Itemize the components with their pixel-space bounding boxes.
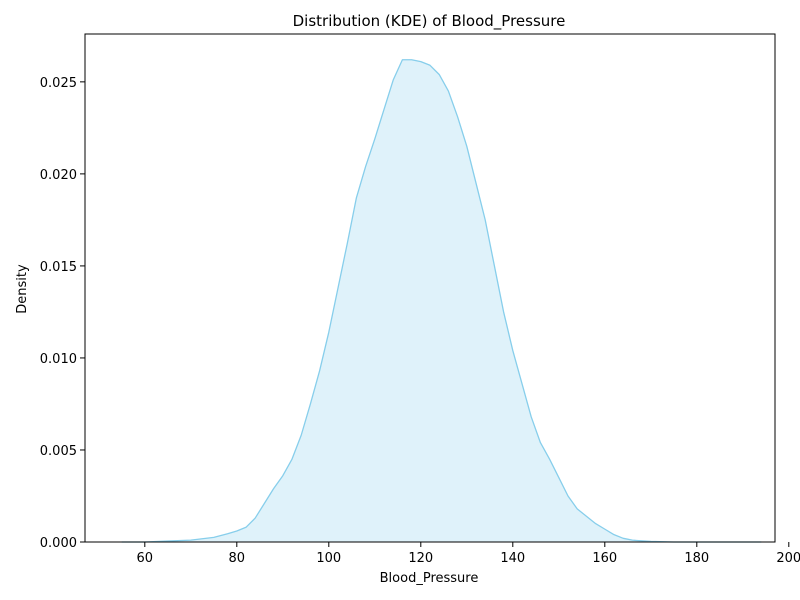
x-tick-label: 80 — [229, 551, 246, 566]
x-tick-label: 140 — [500, 551, 525, 566]
x-tick-label: 100 — [316, 551, 341, 566]
y-axis-label: Density — [15, 264, 30, 314]
x-tick-label: 200 — [776, 551, 800, 566]
x-tick-label: 120 — [408, 551, 433, 566]
y-tick-label: 0.020 — [40, 168, 77, 183]
y-axis: 0.000 0.005 0.010 0.015 0.020 0.025 — [40, 76, 85, 551]
plot-area — [121, 59, 762, 543]
density-area-fill — [121, 59, 762, 543]
y-tick-label: 0.010 — [40, 352, 77, 367]
y-tick-label: 0.015 — [40, 260, 77, 275]
y-tick-label: 0.025 — [40, 76, 77, 91]
x-axis-label: Blood_Pressure — [380, 571, 479, 586]
y-tick-label: 0.000 — [40, 536, 77, 551]
x-axis: 60 80 100 120 140 160 180 200 — [137, 542, 800, 566]
axes-frame — [84, 33, 776, 543]
x-tick-label: 160 — [592, 551, 617, 566]
x-tick-label: 60 — [137, 551, 154, 566]
chart-title: Distribution (KDE) of Blood_Pressure — [293, 12, 566, 31]
density-line — [121, 59, 762, 543]
x-tick-label: 180 — [684, 551, 709, 566]
y-tick-label: 0.005 — [40, 444, 77, 459]
